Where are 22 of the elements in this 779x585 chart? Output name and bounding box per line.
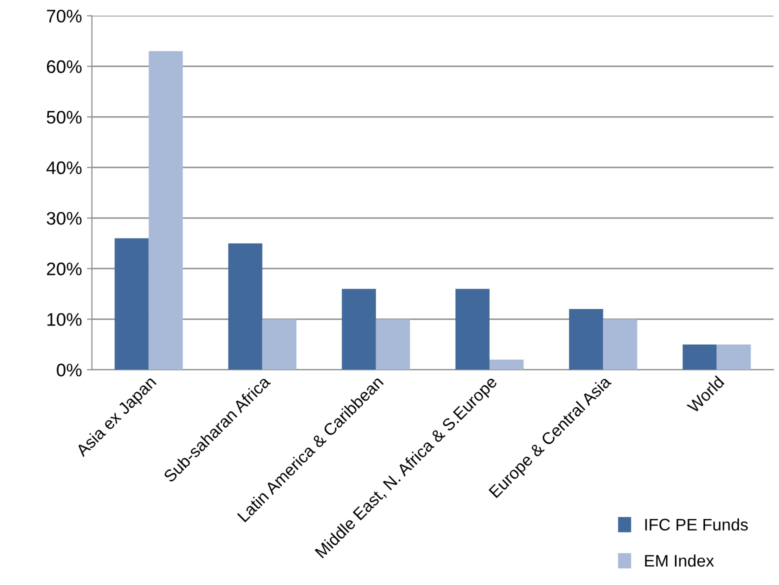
bar bbox=[569, 309, 604, 370]
legend-label: IFC PE Funds bbox=[645, 518, 748, 531]
bar bbox=[603, 319, 638, 370]
bar bbox=[455, 288, 490, 370]
y-tick-label: 50% bbox=[46, 110, 82, 124]
bar bbox=[262, 319, 296, 370]
y-tick-label: 20% bbox=[46, 262, 82, 276]
y-tick-label: 0% bbox=[56, 364, 82, 376]
bar bbox=[490, 360, 524, 370]
y-tick-label: 30% bbox=[46, 212, 82, 225]
y-tick-label: 70% bbox=[46, 10, 82, 23]
bar bbox=[228, 243, 262, 370]
legend-label: EM Index bbox=[645, 554, 714, 567]
y-tick-label: 60% bbox=[46, 60, 82, 74]
bar bbox=[114, 238, 149, 370]
bar bbox=[342, 288, 376, 370]
bar bbox=[148, 51, 183, 370]
bar bbox=[376, 319, 410, 370]
y-tick-label: 40% bbox=[46, 161, 82, 174]
bar bbox=[682, 344, 717, 370]
bar bbox=[716, 344, 751, 370]
y-tick-label: 10% bbox=[47, 313, 82, 326]
